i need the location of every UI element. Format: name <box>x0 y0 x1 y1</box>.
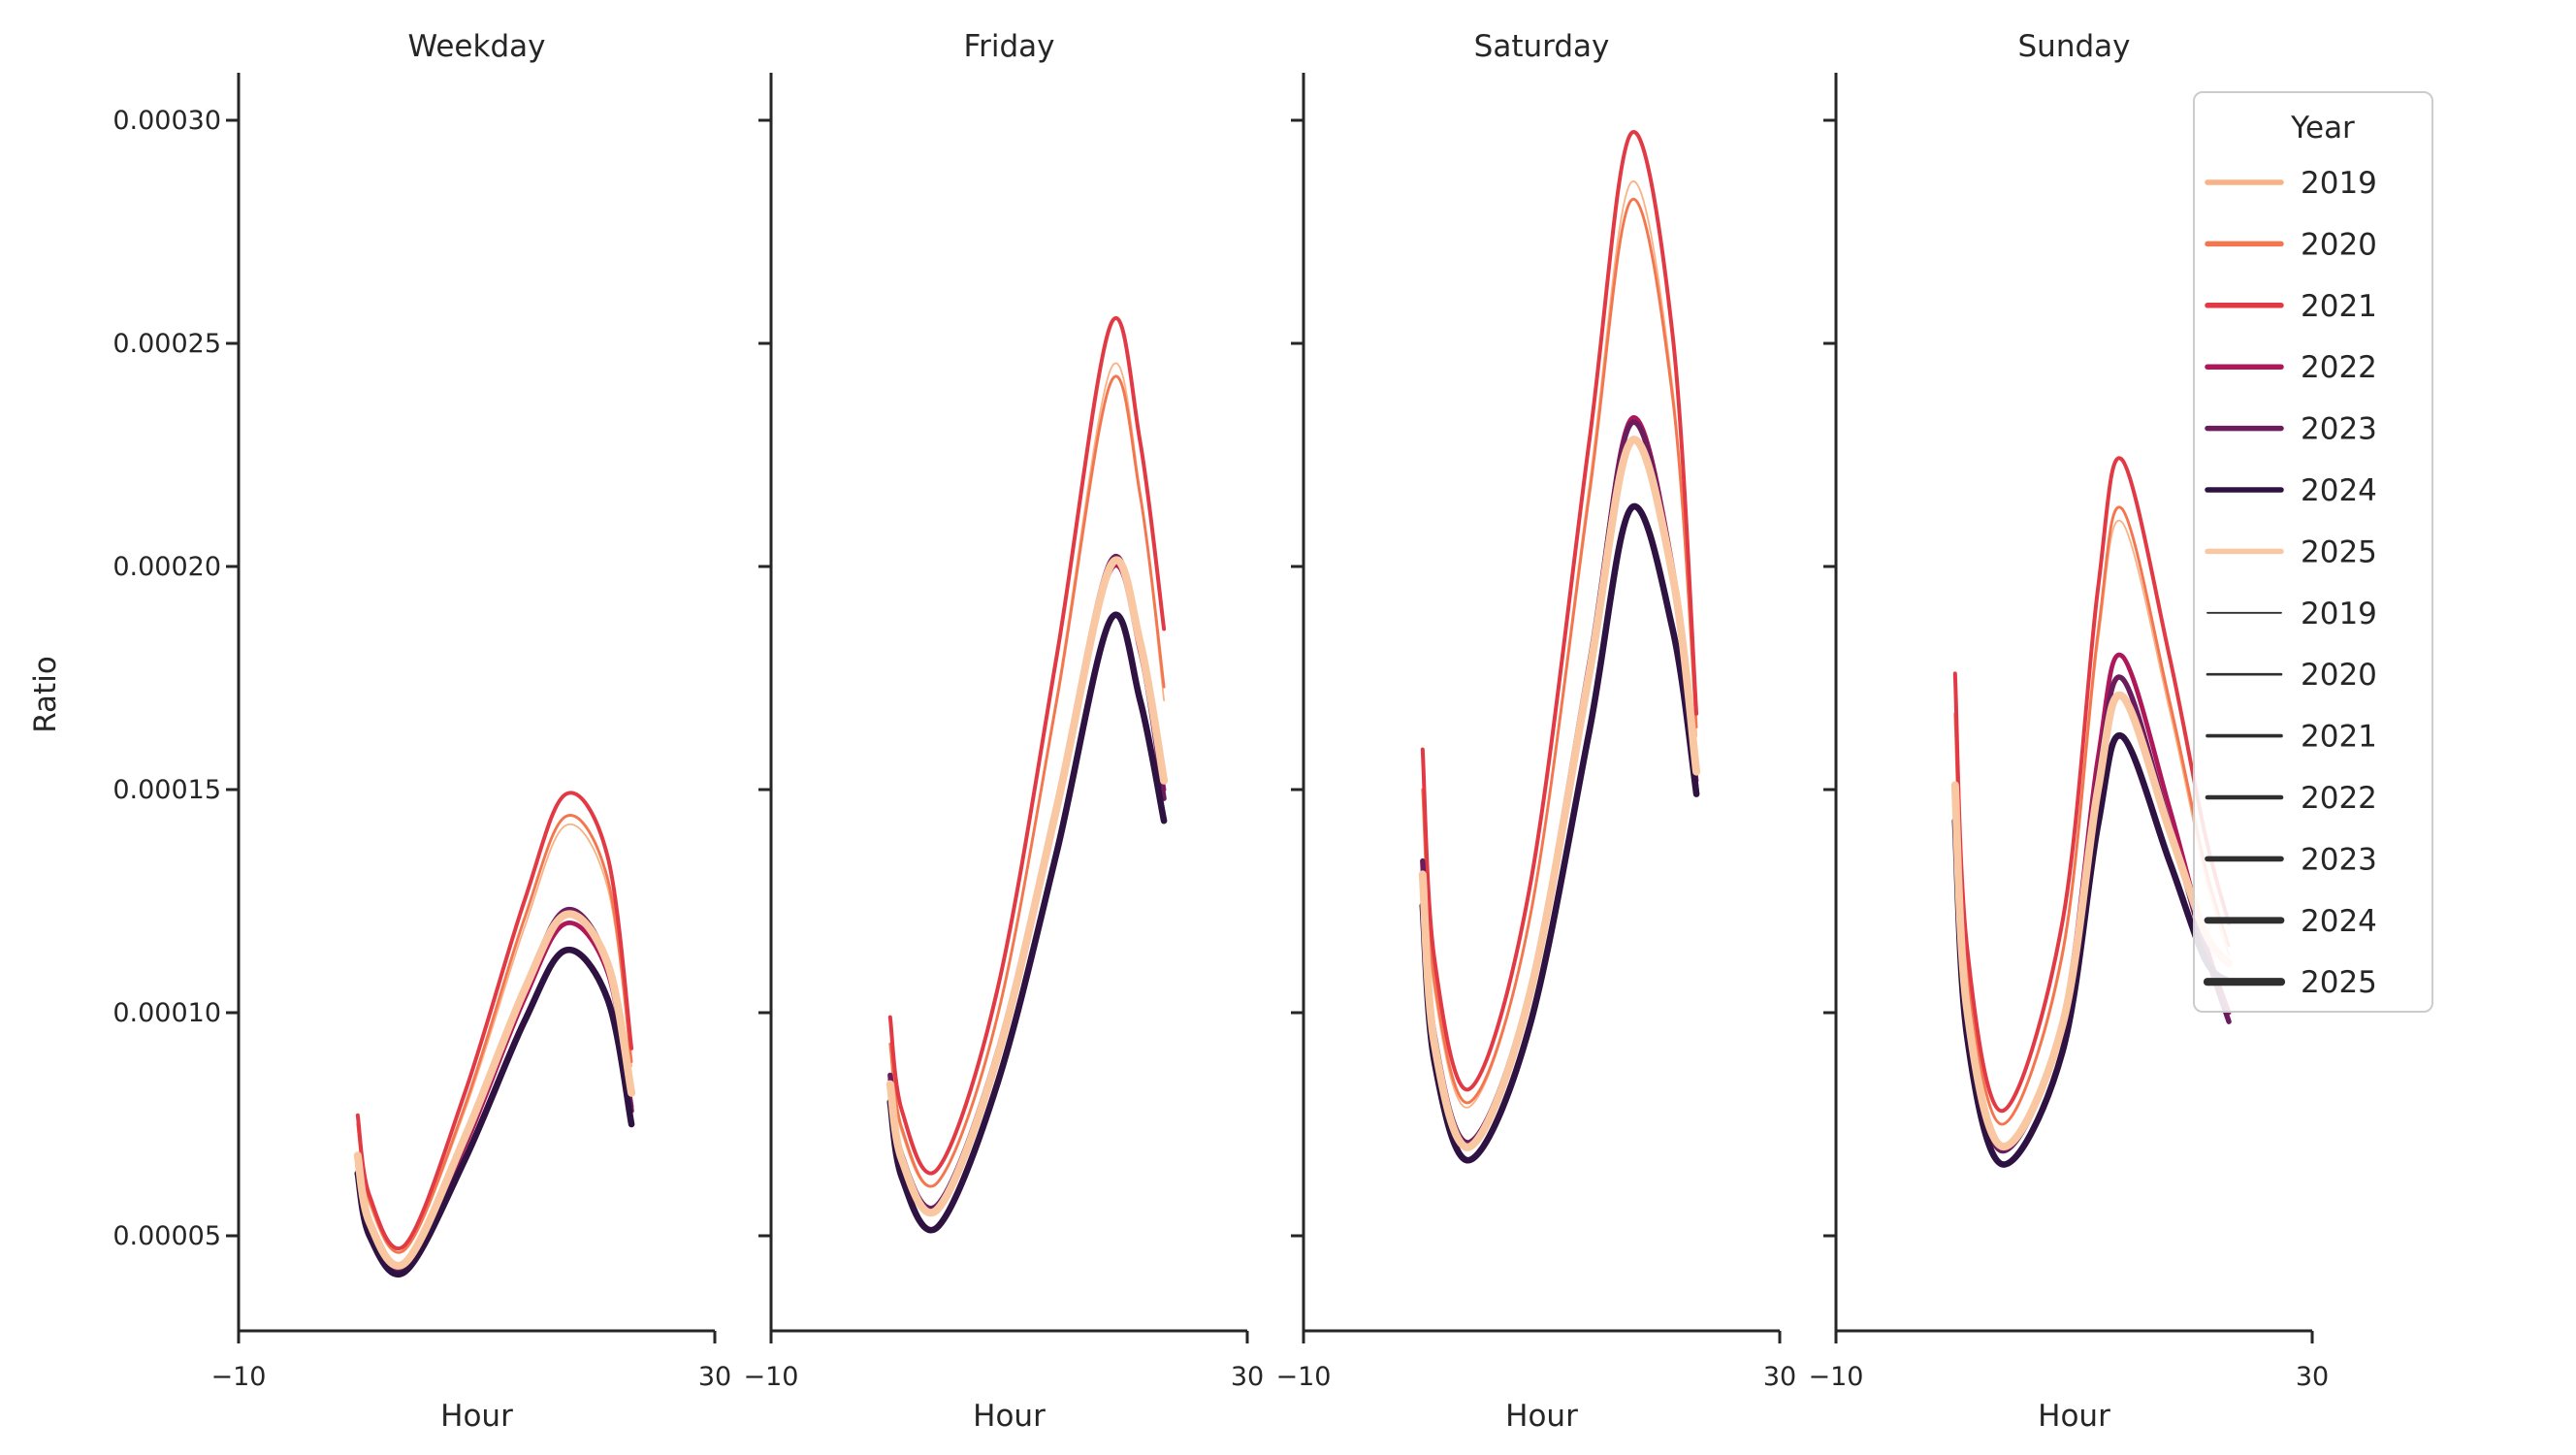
legend-label: 2020 <box>2301 658 2377 693</box>
legend-label: 2025 <box>2301 965 2377 1000</box>
legend-label: 2023 <box>2301 412 2377 447</box>
line-sunday-2025 <box>1950 691 2234 1150</box>
legend-label: 2020 <box>2301 227 2377 262</box>
line-saturday-2021 <box>1420 129 1699 1092</box>
x-tick-label: 30 <box>1763 1362 1796 1392</box>
legend-label: 2021 <box>2301 720 2377 755</box>
x-axis-label: Hour <box>2038 1399 2110 1434</box>
line-weekday-2019 <box>356 823 632 1254</box>
line-sunday-2021 <box>1952 456 2232 1114</box>
line-friday-2021 <box>887 315 1167 1176</box>
x-tick-label: −10 <box>211 1362 267 1392</box>
x-tick-label: −10 <box>1809 1362 1864 1392</box>
line-saturday-2019 <box>1421 180 1697 1109</box>
legend-label: 2019 <box>2301 597 2377 631</box>
line-friday-2019 <box>888 362 1165 1188</box>
x-axis-label: Hour <box>973 1399 1046 1434</box>
line-saturday-2022 <box>1420 415 1699 1145</box>
line-sunday-2022 <box>1952 652 2232 1149</box>
y-tick-label: 0.00015 <box>113 775 221 805</box>
legend-label: 2023 <box>2301 842 2377 877</box>
facet-title: Weekday <box>408 29 546 64</box>
x-tick-label: −10 <box>744 1362 799 1392</box>
x-axis-label: Hour <box>440 1399 513 1434</box>
line-friday-2024 <box>886 611 1168 1234</box>
legend-label: 2024 <box>2301 473 2377 508</box>
legend-label: 2024 <box>2301 904 2377 939</box>
x-axis-label: Hour <box>1505 1399 1578 1434</box>
legend-label: 2022 <box>2301 350 2377 385</box>
line-saturday-2023 <box>1420 419 1699 1146</box>
facet-title: Sunday <box>2018 29 2131 64</box>
legend-title: Year <box>2290 111 2355 146</box>
line-weekday-2024 <box>354 947 635 1277</box>
y-axis-label: Ratio <box>28 656 63 733</box>
line-saturday-2020 <box>1421 197 1698 1105</box>
y-tick-label: 0.00005 <box>113 1221 221 1251</box>
y-tick-label: 0.00020 <box>113 552 221 582</box>
y-tick-label: 0.00025 <box>113 329 221 359</box>
y-tick-label: 0.00010 <box>113 998 221 1028</box>
line-weekday-2021 <box>355 791 634 1250</box>
line-sunday-2020 <box>1953 505 2231 1126</box>
line-weekday-2025 <box>353 910 636 1270</box>
x-tick-label: 30 <box>2296 1362 2329 1392</box>
line-friday-2022 <box>887 563 1167 1211</box>
legend-label: 2025 <box>2301 534 2377 569</box>
x-tick-label: 30 <box>698 1362 731 1392</box>
legend-box <box>2193 91 2433 1013</box>
line-weekday-2020 <box>356 814 633 1254</box>
legend-label: 2019 <box>2301 166 2377 201</box>
facet-title: Saturday <box>1474 29 1610 64</box>
y-tick-label: 0.00030 <box>113 106 221 136</box>
legend-label: 2022 <box>2301 781 2377 816</box>
x-tick-label: −10 <box>1276 1362 1332 1392</box>
x-tick-label: 30 <box>1231 1362 1264 1392</box>
line-friday-2025 <box>886 556 1169 1216</box>
legend-label: 2021 <box>2301 289 2377 324</box>
line-friday-2023 <box>887 553 1167 1212</box>
line-friday-2020 <box>888 374 1166 1188</box>
line-saturday-2025 <box>1418 436 1701 1151</box>
facet-title: Friday <box>964 29 1055 64</box>
